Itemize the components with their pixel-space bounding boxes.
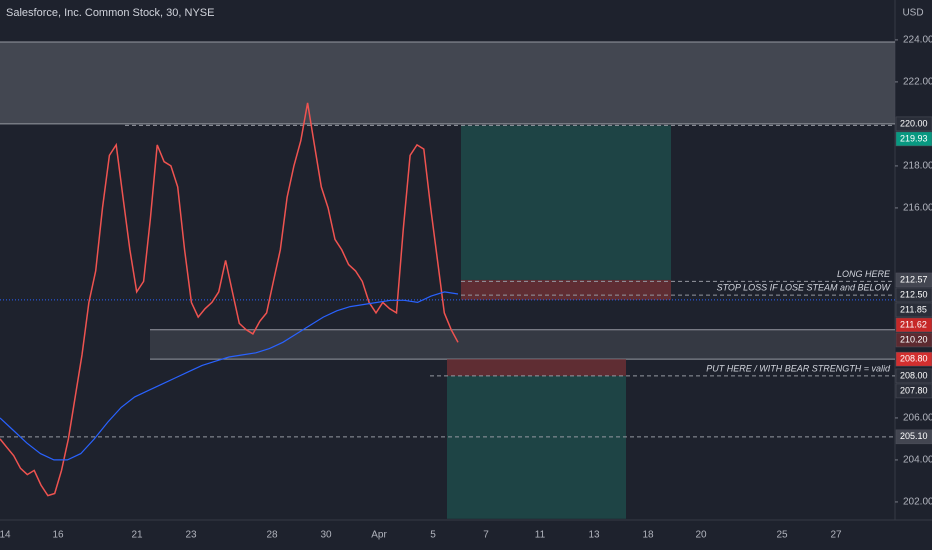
moving-average [0,291,459,461]
zone [447,375,626,519]
currency: USD [902,8,923,19]
annotation: STOP LOSS IF LOSE STEAM and BELOW [717,282,892,292]
plot [0,41,895,519]
x-tick-label: 20 [695,530,707,541]
price-tag [895,332,932,348]
price-tag-label: 219.93 [900,133,928,143]
price-tag-label: 212.57 [900,274,928,284]
price-tag [895,287,932,303]
price-tag [895,131,932,147]
y-tick-label: 202.00 [903,497,932,508]
price-tag-label: 211.62 [900,319,927,329]
x-tick-label: 21 [131,530,143,541]
price-tag-label: 211.85 [900,304,927,314]
zone [461,125,671,280]
x-tick-label: 23 [185,530,197,541]
price-tag-label: 207.80 [900,385,928,395]
price-tag [895,317,932,333]
price-tag [895,116,932,132]
x-tick-label: 28 [266,530,278,541]
price-tag [895,429,932,445]
price-tag [895,351,932,367]
price-tag-label: 208.80 [900,354,928,364]
price-tag [895,302,932,318]
price-tag [895,272,932,288]
price-tag [895,383,932,399]
y-tick-label: 216.00 [903,203,932,214]
price-tag-label: 212.50 [900,289,928,299]
x-tick-label: 7 [483,530,489,541]
x-tick-label: 27 [830,530,842,541]
chart-title: Salesforce, Inc. Common Stock, 30, NYSE [6,7,214,19]
x-tick-label: 30 [320,530,332,541]
y-tick-label: 224.00 [903,35,932,46]
price-tag [895,368,932,384]
zone [447,359,626,376]
zone [0,42,895,124]
y-tick-label: 222.00 [903,77,932,88]
x-tick-label: 25 [776,530,788,541]
y-tick-label: 218.00 [903,161,932,172]
y-tick-label: 206.00 [903,413,932,424]
x-tick-label: 13 [588,530,600,541]
zone [150,329,895,360]
price-line [0,102,459,497]
price-tag-label: 208.00 [900,370,928,380]
price-tag-label: 220.00 [900,118,928,128]
annotation: LONG HERE [837,269,891,279]
x-tick-label: 5 [430,530,436,541]
x-tick-label: 16 [52,530,64,541]
x-tick-label: Apr [371,530,387,541]
zone [461,279,671,300]
price-tag-label: 210.20 [900,334,928,344]
y-tick-label: 204.00 [903,455,932,466]
x-tick-label: 14 [0,530,11,541]
x-tick-label: 18 [642,530,654,541]
price-tag-label: 205.10 [900,431,928,441]
annotation: PUT HERE / WITH BEAR STRENGTH = valid [706,363,891,373]
x-tick-label: 11 [535,530,546,541]
